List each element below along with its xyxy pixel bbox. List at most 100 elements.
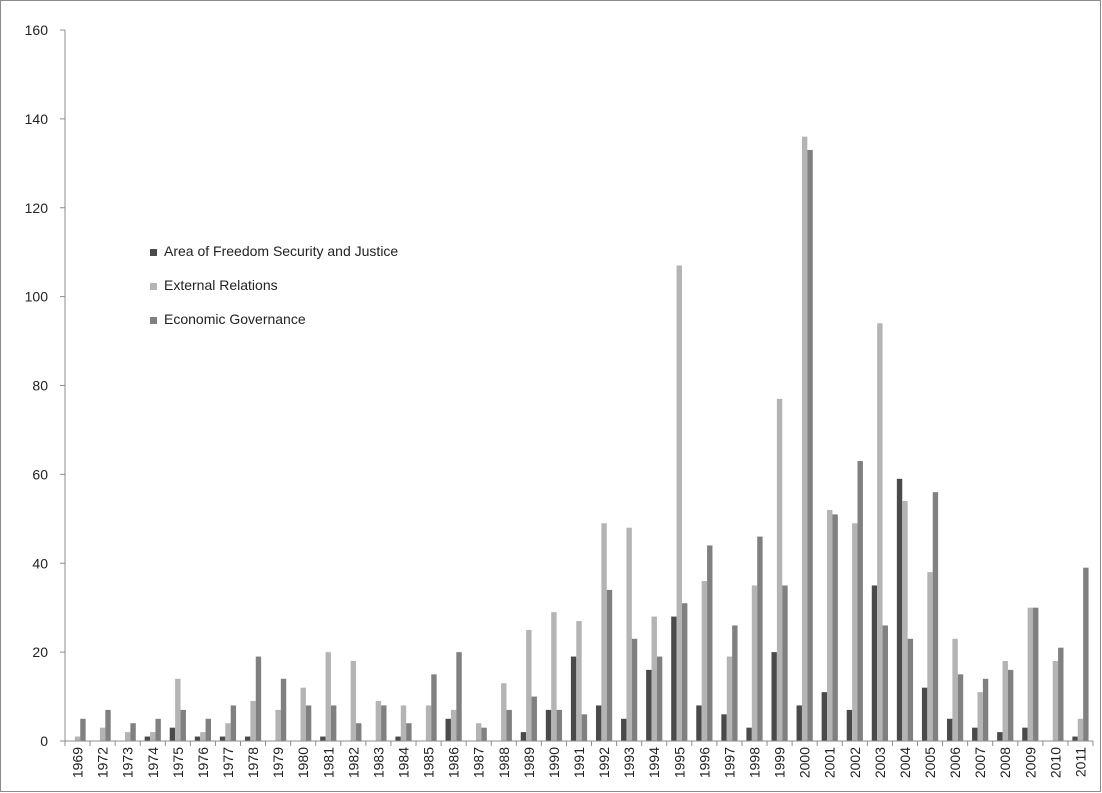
bar — [1022, 727, 1028, 741]
bar — [244, 736, 251, 741]
bar — [250, 701, 256, 741]
bar — [726, 656, 733, 741]
x-tick-label: 1985 — [421, 747, 437, 778]
bar — [200, 732, 206, 741]
y-tick-label: 40 — [32, 555, 48, 571]
bar — [305, 705, 312, 741]
bar — [957, 674, 964, 741]
x-tick-label: 1993 — [621, 747, 637, 778]
bar — [556, 709, 563, 741]
bar — [456, 652, 462, 741]
bar — [581, 714, 588, 741]
bar — [506, 709, 512, 741]
x-tick-label: 1990 — [546, 747, 562, 778]
bar — [330, 705, 337, 741]
bar — [80, 718, 86, 741]
bar — [144, 736, 151, 741]
bar — [531, 696, 537, 741]
x-tick-label: 1986 — [446, 747, 462, 778]
x-tick-label: 1979 — [270, 747, 286, 778]
bar — [476, 723, 482, 741]
bar — [545, 709, 552, 741]
x-tick-label: 1974 — [145, 747, 161, 778]
x-tick-label: 2011 — [1072, 747, 1088, 777]
bar — [375, 701, 382, 741]
legend-label: Economic Governance — [164, 311, 306, 327]
bar — [205, 718, 212, 741]
bar — [796, 705, 802, 741]
bar — [852, 523, 858, 741]
bar — [1052, 661, 1059, 741]
bar — [846, 709, 853, 741]
bar — [425, 705, 432, 741]
bar — [1072, 736, 1078, 741]
bar — [946, 718, 953, 741]
legend-swatch — [150, 317, 157, 324]
bar — [219, 736, 226, 741]
bar — [626, 527, 632, 741]
x-tick-label: 1977 — [220, 747, 236, 778]
bar — [395, 736, 401, 741]
bar — [907, 638, 914, 741]
bar — [1058, 647, 1064, 741]
bar — [681, 603, 688, 741]
x-tick-label: 2005 — [922, 747, 938, 778]
x-tick-label: 1981 — [320, 747, 336, 778]
y-tick-label: 140 — [25, 111, 49, 127]
bar — [450, 709, 457, 741]
x-tick-label: 2003 — [872, 747, 888, 778]
y-tick-label: 0 — [40, 733, 48, 749]
bar — [501, 683, 507, 741]
x-tick-label: 2002 — [847, 747, 863, 778]
x-tick-label: 1982 — [345, 747, 361, 778]
x-tick-label: 1998 — [747, 747, 763, 778]
bar — [821, 692, 828, 741]
bar — [175, 678, 181, 741]
bar — [982, 678, 989, 741]
bar — [155, 718, 161, 741]
bar — [350, 661, 357, 741]
bar — [230, 705, 237, 741]
x-tick-label: 1984 — [395, 747, 411, 778]
bar — [445, 718, 451, 741]
bar — [606, 589, 613, 741]
bar — [671, 616, 677, 741]
bar — [832, 514, 838, 741]
x-tick-label: 1999 — [772, 747, 788, 778]
x-tick-label: 1992 — [596, 747, 612, 778]
bar — [400, 705, 407, 741]
x-tick-label: 1995 — [671, 747, 687, 778]
bar — [707, 545, 713, 741]
bar — [721, 714, 727, 741]
y-tick-label: 80 — [32, 378, 48, 394]
bar — [921, 687, 928, 741]
y-axis-ticks: 0 20 40 60 80 100 120 140 160 — [25, 22, 65, 749]
bar — [180, 709, 186, 741]
x-axis-ticks: 1969 1972 1973 1974 1975 1976 1977 1978 1979 1980… — [64, 741, 1094, 778]
x-tick-label: 1976 — [195, 747, 211, 778]
x-tick-label: 1983 — [370, 747, 386, 778]
y-tick-label: 100 — [25, 289, 49, 305]
bar — [927, 572, 933, 741]
bar — [857, 461, 863, 741]
x-tick-label: 2007 — [972, 747, 988, 778]
bar — [225, 723, 231, 741]
bar — [902, 501, 908, 741]
legend-swatch — [150, 249, 157, 256]
y-tick-label: 120 — [25, 200, 49, 216]
bar — [972, 727, 978, 741]
x-tick-label: 1994 — [646, 747, 662, 778]
bar — [871, 585, 878, 741]
x-tick-label: 1997 — [721, 747, 737, 778]
bar — [952, 638, 958, 741]
x-tick-label: 1973 — [120, 747, 136, 778]
x-tick-label: 2010 — [1047, 747, 1063, 778]
bar — [646, 669, 652, 741]
x-tick-label: 1996 — [696, 747, 712, 778]
x-tick-label: 1988 — [496, 747, 512, 778]
bar — [406, 723, 412, 741]
bar — [827, 509, 833, 741]
bar — [526, 629, 532, 741]
